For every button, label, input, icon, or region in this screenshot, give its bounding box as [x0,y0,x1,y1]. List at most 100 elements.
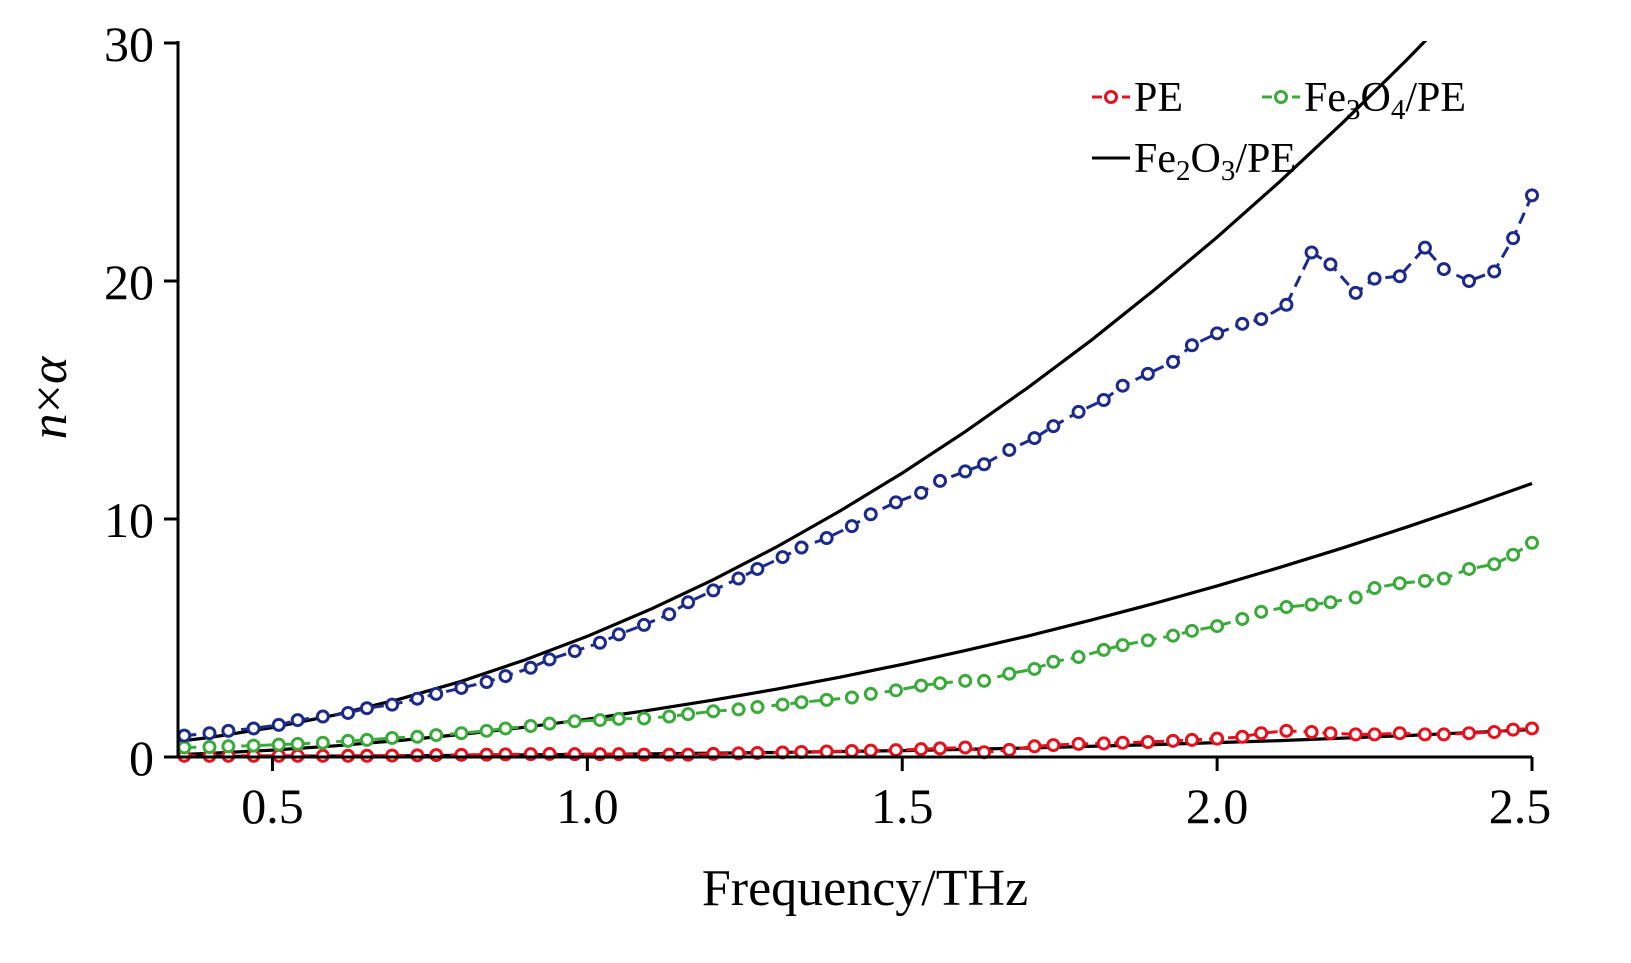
data-point [1462,726,1477,741]
data-point [410,748,425,763]
data-point [479,675,494,690]
data-point [1184,623,1199,638]
x-tick-label: 2.0 [1186,778,1249,834]
legend-item: PE [1092,75,1183,121]
legend-item: Fe2O3/PE [1092,136,1296,187]
data-point [775,697,790,712]
y-tick-label: 20 [104,254,154,310]
series-line [184,541,1533,749]
legend-label: Fe3O4/PE [1304,75,1466,126]
data-point [1235,611,1250,626]
x-tick-label: 2.5 [1489,778,1552,834]
data-point [863,686,878,701]
data-point [681,707,696,722]
data-point [1140,366,1155,381]
data-point [221,723,236,738]
data-point [819,531,834,546]
data-point [731,571,746,586]
data-point [271,737,286,752]
axes: 0 10 20 30 0.5 1.0 1.5 2.0 2.5 [104,16,1551,834]
data-point [1392,576,1407,591]
y-axis-title: n×α [21,355,78,439]
data-point [819,692,834,707]
data-point [1046,654,1061,669]
y-tick-label: 10 [104,492,154,548]
data-point [454,726,469,741]
data-series [177,188,1539,763]
data-point [1462,561,1477,576]
data-point [1115,735,1130,750]
data-point [1417,240,1432,255]
data-point [706,704,721,719]
data-point [611,711,626,726]
data-point [246,721,261,736]
data-point [1392,726,1407,741]
data-point [542,716,557,731]
data-point [933,676,948,691]
data-point [1027,739,1042,754]
data-point [1348,285,1363,300]
data-point [750,700,765,715]
data-point [1254,726,1269,741]
legend-label: Fe2O3/PE [1134,136,1296,187]
data-point [637,617,652,632]
legend-item: Fe3O4/PE [1262,75,1466,126]
x-tick-label: 1.0 [556,778,619,834]
data-point [1462,274,1477,288]
data-point [1254,604,1269,619]
data-point [290,736,305,751]
data-point [611,627,626,642]
data-point [1027,431,1042,446]
data-point [429,686,444,701]
data-point [1071,404,1086,419]
data-point [1506,722,1521,737]
data-point [1392,269,1407,284]
data-point [914,742,929,757]
data-point [246,738,261,753]
data-point [1304,245,1319,260]
data-point [958,464,973,479]
data-point [933,473,948,488]
data-point [844,744,859,759]
data-point [1046,419,1061,434]
series-line [184,194,1534,738]
data-point [271,717,286,732]
data-point [637,711,652,726]
data-point [1210,326,1225,341]
data-point [290,713,305,728]
data-point [1525,535,1539,550]
data-point [1417,573,1432,588]
data-point [731,702,746,717]
data-point [1525,721,1539,736]
data-point [1096,393,1111,407]
data-point [844,690,859,705]
data-point [567,644,582,659]
data-point [567,714,582,729]
data-point [341,705,356,720]
data-point [385,697,400,712]
data-point [1096,736,1111,751]
data-point [1184,338,1199,353]
data-point [1506,547,1521,562]
data-point [1323,595,1338,610]
fit-line [178,481,1533,757]
data-point [1279,297,1294,312]
data-point [429,728,444,743]
data-point [1071,736,1086,751]
data-point [1254,312,1269,327]
series-1 [177,535,1539,755]
data-point [1323,726,1338,741]
data-point [888,683,903,698]
data-point [1002,442,1017,457]
data-point [359,732,374,747]
x-axis-title: Frequency/THz [702,860,1028,917]
data-point [177,740,192,755]
legend-label: PE [1134,75,1183,121]
y-tick-label: 30 [104,16,154,72]
data-point [221,739,236,754]
data-point [706,583,721,598]
data-point [1436,571,1451,586]
data-point [681,595,696,610]
